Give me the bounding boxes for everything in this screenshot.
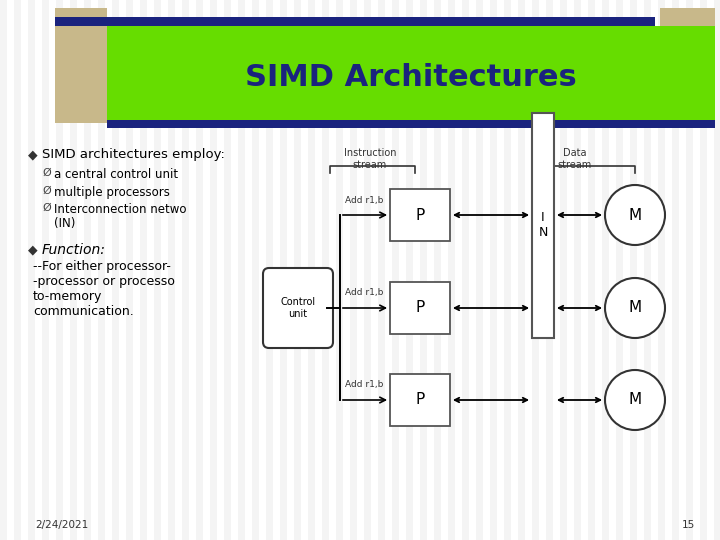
Bar xyxy=(55,8,107,123)
Text: Function:: Function: xyxy=(42,243,106,257)
Bar xyxy=(14,0,21,540)
Bar xyxy=(616,0,623,540)
Circle shape xyxy=(605,278,665,338)
Text: communication.: communication. xyxy=(33,305,134,318)
Text: M: M xyxy=(629,393,642,408)
Bar xyxy=(686,0,693,540)
Bar xyxy=(448,0,455,540)
Circle shape xyxy=(605,370,665,430)
Bar xyxy=(154,0,161,540)
Bar xyxy=(107,26,715,123)
Bar xyxy=(224,0,231,540)
Text: I
N: I N xyxy=(539,211,548,239)
Bar xyxy=(140,0,147,540)
Bar xyxy=(364,0,371,540)
Bar xyxy=(55,17,655,26)
Bar xyxy=(168,0,175,540)
Bar xyxy=(532,112,554,338)
Text: ◆: ◆ xyxy=(28,243,37,256)
Bar xyxy=(476,0,483,540)
Bar xyxy=(420,0,427,540)
Bar xyxy=(126,0,133,540)
Text: Add r1,b: Add r1,b xyxy=(345,288,383,298)
Bar xyxy=(518,0,525,540)
Text: to-memory: to-memory xyxy=(33,290,102,303)
Bar xyxy=(42,0,49,540)
Bar xyxy=(196,0,203,540)
Bar xyxy=(602,0,609,540)
Text: multiple processors: multiple processors xyxy=(54,186,170,199)
Bar xyxy=(588,0,595,540)
Text: P: P xyxy=(415,207,425,222)
Text: Control
unit: Control unit xyxy=(280,297,315,319)
Text: Instruction
stream: Instruction stream xyxy=(343,148,396,170)
Text: SIMD architectures employ:: SIMD architectures employ: xyxy=(42,148,225,161)
Bar xyxy=(504,0,511,540)
Text: Ø: Ø xyxy=(42,203,50,213)
Bar xyxy=(56,0,63,540)
Text: M: M xyxy=(629,300,642,315)
Bar xyxy=(406,0,413,540)
Text: SIMD Architectures: SIMD Architectures xyxy=(245,63,577,91)
Bar xyxy=(658,0,665,540)
Text: M: M xyxy=(629,207,642,222)
Bar xyxy=(280,0,287,540)
Bar xyxy=(560,0,567,540)
Text: Ø: Ø xyxy=(42,186,50,196)
Bar xyxy=(392,0,399,540)
Circle shape xyxy=(605,185,665,245)
Text: 2/24/2021: 2/24/2021 xyxy=(35,520,89,530)
Bar xyxy=(238,0,245,540)
Text: ◆: ◆ xyxy=(28,148,37,161)
Bar xyxy=(294,0,301,540)
Bar xyxy=(28,0,35,540)
Text: 15: 15 xyxy=(682,520,695,530)
Bar xyxy=(98,0,105,540)
Bar xyxy=(107,120,715,128)
Text: Add r1,b: Add r1,b xyxy=(345,195,383,205)
Text: P: P xyxy=(415,393,425,408)
Text: (IN): (IN) xyxy=(54,217,76,230)
Bar xyxy=(70,0,77,540)
Text: Interconnection netwo: Interconnection netwo xyxy=(54,203,186,216)
Bar xyxy=(660,8,715,123)
Bar xyxy=(390,374,450,426)
Text: P: P xyxy=(415,300,425,315)
Bar xyxy=(266,0,273,540)
Bar xyxy=(630,0,637,540)
Text: a central control unit: a central control unit xyxy=(54,168,178,181)
Bar xyxy=(308,0,315,540)
Text: Data
stream: Data stream xyxy=(558,148,592,170)
FancyBboxPatch shape xyxy=(263,268,333,348)
Bar xyxy=(462,0,469,540)
Text: --For either processor-: --For either processor- xyxy=(33,260,171,273)
Text: -processor or processo: -processor or processo xyxy=(33,275,175,288)
Bar xyxy=(84,0,91,540)
Bar xyxy=(252,0,259,540)
Bar xyxy=(0,0,7,540)
Bar xyxy=(490,0,497,540)
Bar xyxy=(210,0,217,540)
Bar xyxy=(112,0,119,540)
Bar xyxy=(700,0,707,540)
Bar xyxy=(532,0,539,540)
Bar xyxy=(574,0,581,540)
Bar xyxy=(336,0,343,540)
Bar xyxy=(322,0,329,540)
Bar xyxy=(434,0,441,540)
Bar xyxy=(390,189,450,241)
Bar xyxy=(546,0,553,540)
Bar xyxy=(182,0,189,540)
Text: Add r1,b: Add r1,b xyxy=(345,381,383,389)
Bar xyxy=(378,0,385,540)
Bar xyxy=(350,0,357,540)
Bar xyxy=(390,282,450,334)
Bar xyxy=(672,0,679,540)
Text: Ø: Ø xyxy=(42,168,50,178)
Bar xyxy=(644,0,651,540)
Bar xyxy=(714,0,720,540)
